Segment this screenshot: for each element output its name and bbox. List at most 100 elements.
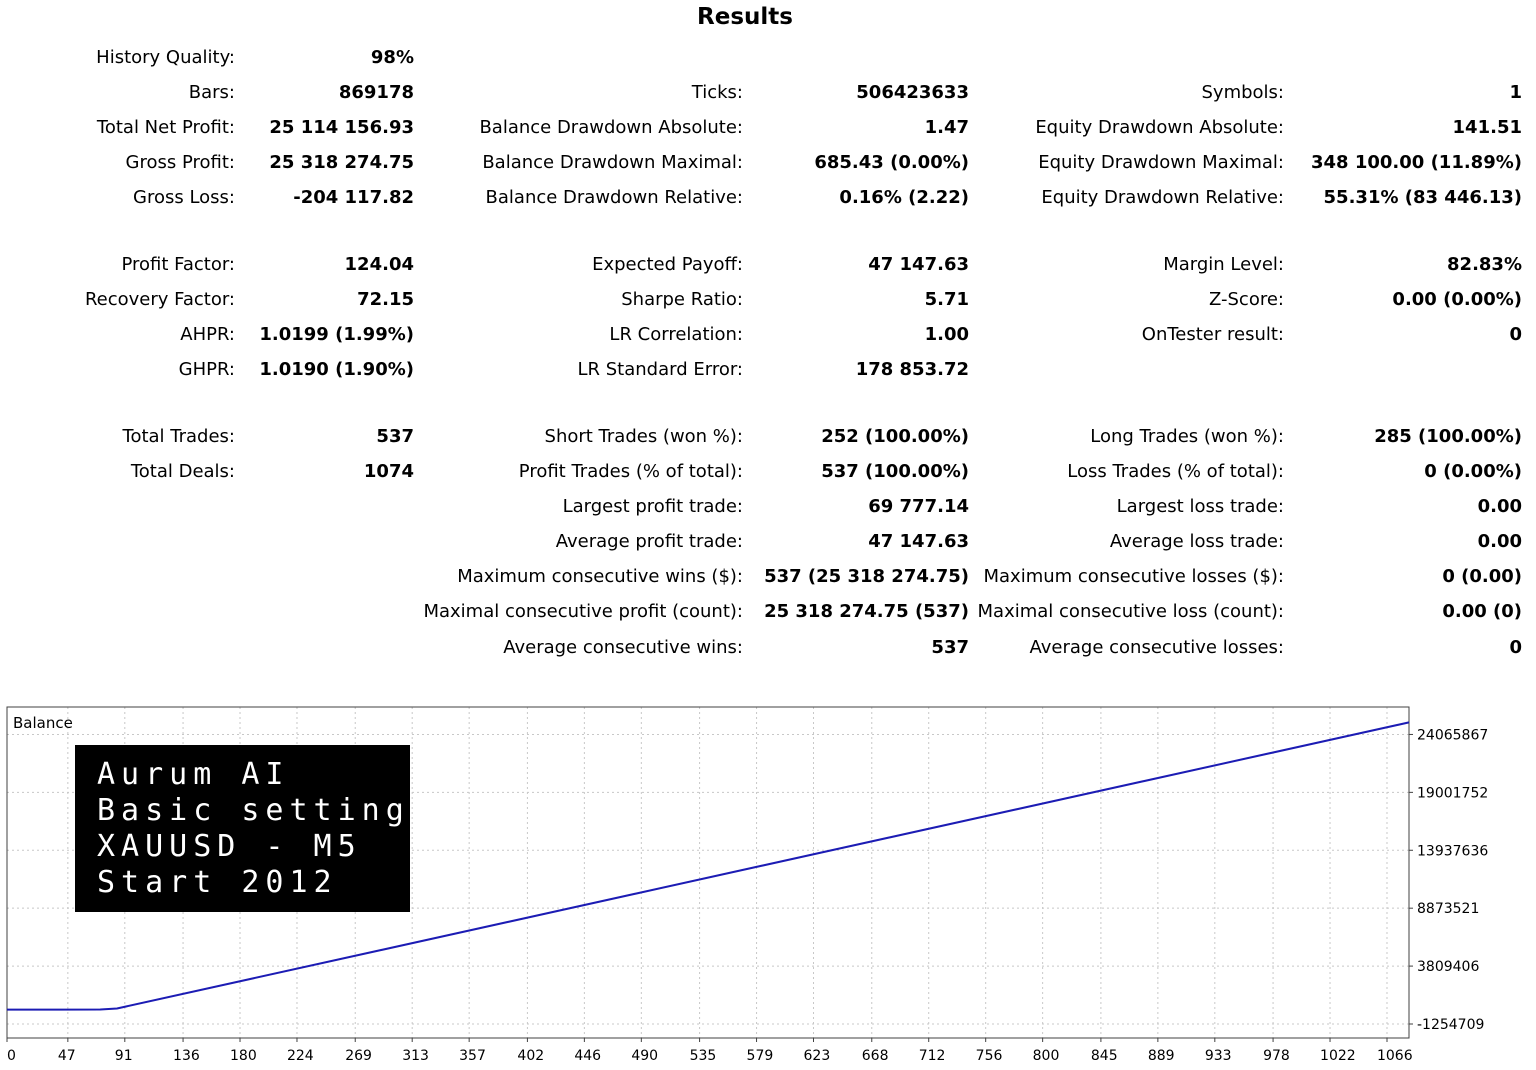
ahpr-value: 1.0199 (1.99%)	[259, 324, 414, 345]
y-tick-label: 24065867	[1417, 727, 1488, 743]
long-trades-label: Long Trades (won %):	[1090, 426, 1284, 447]
equity-dd-abs-label: Equity Drawdown Absolute:	[1035, 117, 1284, 138]
total-net-profit-value: 25 114 156.93	[269, 117, 414, 138]
bars-value: 869178	[338, 82, 414, 103]
total-trades-label: Total Trades:	[122, 426, 235, 447]
x-tick-label: 313	[402, 1048, 429, 1064]
x-tick-label: 136	[173, 1048, 200, 1064]
ticks-label: Ticks:	[691, 82, 743, 103]
watermark-line: XAUUSD - M5	[97, 829, 362, 864]
x-tick-label: 978	[1263, 1048, 1290, 1064]
x-tick-label: 933	[1205, 1048, 1232, 1064]
total-deals-value: 1074	[363, 461, 414, 482]
x-tick-label: 224	[287, 1048, 314, 1064]
x-tick-label: 402	[517, 1048, 544, 1064]
x-tick-label: 0	[7, 1048, 16, 1064]
ontester-label: OnTester result:	[1141, 324, 1284, 345]
ghpr-label: GHPR:	[178, 359, 235, 380]
balance-dd-rel-value: 0.16% (2.22)	[839, 187, 969, 208]
history-quality-value: 98%	[370, 47, 414, 68]
y-tick-label: 3809406	[1417, 959, 1479, 975]
equity-dd-rel-value: 55.31% (83 446.13)	[1323, 187, 1522, 208]
maximal-consec-loss-label: Maximal consecutive loss (count):	[977, 601, 1284, 622]
x-tick-label: 357	[459, 1048, 486, 1064]
x-tick-label: 1066	[1377, 1048, 1413, 1064]
x-tick-label: 668	[862, 1048, 889, 1064]
max-consec-losses-value: 0 (0.00)	[1442, 566, 1522, 587]
watermark-box: Aurum AI Basic settings XAUUSD - M5 Star…	[75, 745, 434, 912]
recovery-factor-label: Recovery Factor:	[84, 289, 235, 310]
equity-dd-abs-value: 141.51	[1452, 117, 1522, 138]
x-tick-label: 269	[345, 1048, 372, 1064]
profit-factor-value: 124.04	[344, 254, 414, 275]
margin-level-value: 82.83%	[1447, 254, 1522, 275]
balance-dd-max-value: 685.43 (0.00%)	[814, 152, 969, 173]
watermark-line: Basic settings	[97, 793, 434, 828]
x-tick-label: 889	[1148, 1048, 1175, 1064]
x-tick-label: 756	[976, 1048, 1003, 1064]
page-title: Results	[697, 4, 793, 30]
history-quality-label: History Quality:	[96, 47, 235, 68]
y-axis-ticks: -1254709 3809406 8873521 13937636 19001752 24…	[1409, 727, 1488, 1033]
average-profit-value: 47 147.63	[868, 531, 969, 552]
bars-label: Bars:	[188, 82, 235, 103]
profit-trades-label: Profit Trades (% of total):	[518, 461, 743, 482]
watermark-line: Start 2012	[97, 865, 338, 900]
x-tick-label: 490	[631, 1048, 658, 1064]
z-score-value: 0.00 (0.00%)	[1392, 289, 1522, 310]
x-tick-label: 1022	[1320, 1048, 1356, 1064]
ticks-value: 506423633	[856, 82, 969, 103]
balance-series-line	[7, 721, 1410, 1011]
avg-consec-losses-label: Average consecutive losses:	[1029, 637, 1284, 658]
max-consec-wins-label: Maximum consecutive wins ($):	[457, 566, 743, 587]
chart-frame	[6, 706, 1410, 1039]
ontester-value: 0	[1509, 324, 1522, 345]
gross-loss-value: -204 117.82	[293, 187, 414, 208]
balance-dd-abs-value: 1.47	[924, 117, 969, 138]
x-axis-ticks: 0 47 91 136 180 224 269 313 357 402 446 490 535 579 62…	[6, 1038, 1413, 1064]
gross-profit-value: 25 318 274.75	[269, 152, 414, 173]
largest-loss-label: Largest loss trade:	[1116, 496, 1284, 517]
x-tick-label: 623	[804, 1048, 831, 1064]
x-tick-label: 91	[115, 1048, 133, 1064]
lr-correlation-value: 1.00	[924, 324, 969, 345]
short-trades-label: Short Trades (won %):	[544, 426, 743, 447]
max-consec-losses-label: Maximum consecutive losses ($):	[983, 566, 1285, 587]
y-tick-label: 13937636	[1417, 843, 1488, 859]
average-loss-value: 0.00	[1477, 531, 1522, 552]
equity-dd-max-label: Equity Drawdown Maximal:	[1038, 152, 1284, 173]
chart-title: Balance	[13, 714, 73, 732]
total-deals-label: Total Deals:	[130, 461, 235, 482]
maximal-consec-profit-value: 25 318 274.75 (537)	[764, 601, 969, 622]
y-tick-label: -1254709	[1417, 1017, 1484, 1033]
symbols-value: 1	[1509, 82, 1522, 103]
watermark-line: Aurum AI	[97, 757, 290, 792]
balance-dd-max-label: Balance Drawdown Maximal:	[482, 152, 743, 173]
largest-loss-value: 0.00	[1477, 496, 1522, 517]
average-profit-label: Average profit trade:	[555, 531, 743, 552]
largest-profit-label: Largest profit trade:	[562, 496, 743, 517]
long-trades-value: 285 (100.00%)	[1374, 426, 1522, 447]
max-consec-wins-value: 537 (25 318 274.75)	[764, 566, 969, 587]
equity-dd-rel-label: Equity Drawdown Relative:	[1041, 187, 1284, 208]
lr-std-error-value: 178 853.72	[855, 359, 969, 380]
z-score-label: Z-Score:	[1209, 289, 1284, 310]
maximal-consec-profit-label: Maximal consecutive profit (count):	[423, 601, 743, 622]
y-tick-label: 19001752	[1417, 785, 1488, 801]
lr-correlation-label: LR Correlation:	[609, 324, 743, 345]
x-tick-label: 180	[230, 1048, 257, 1064]
sharpe-ratio-value: 5.71	[924, 289, 969, 310]
loss-trades-value: 0 (0.00%)	[1424, 461, 1522, 482]
ahpr-label: AHPR:	[180, 324, 235, 345]
lr-std-error-label: LR Standard Error:	[577, 359, 744, 380]
x-tick-label: 712	[919, 1048, 946, 1064]
gross-profit-label: Gross Profit:	[125, 152, 235, 173]
x-tick-label: 845	[1091, 1048, 1118, 1064]
profit-trades-value: 537 (100.00%)	[821, 461, 969, 482]
average-loss-label: Average loss trade:	[1109, 531, 1284, 552]
balance-dd-abs-label: Balance Drawdown Absolute:	[479, 117, 743, 138]
x-tick-label: 535	[690, 1048, 717, 1064]
short-trades-value: 252 (100.00%)	[821, 426, 969, 447]
largest-profit-value: 69 777.14	[868, 496, 969, 517]
sharpe-ratio-label: Sharpe Ratio:	[621, 289, 743, 310]
